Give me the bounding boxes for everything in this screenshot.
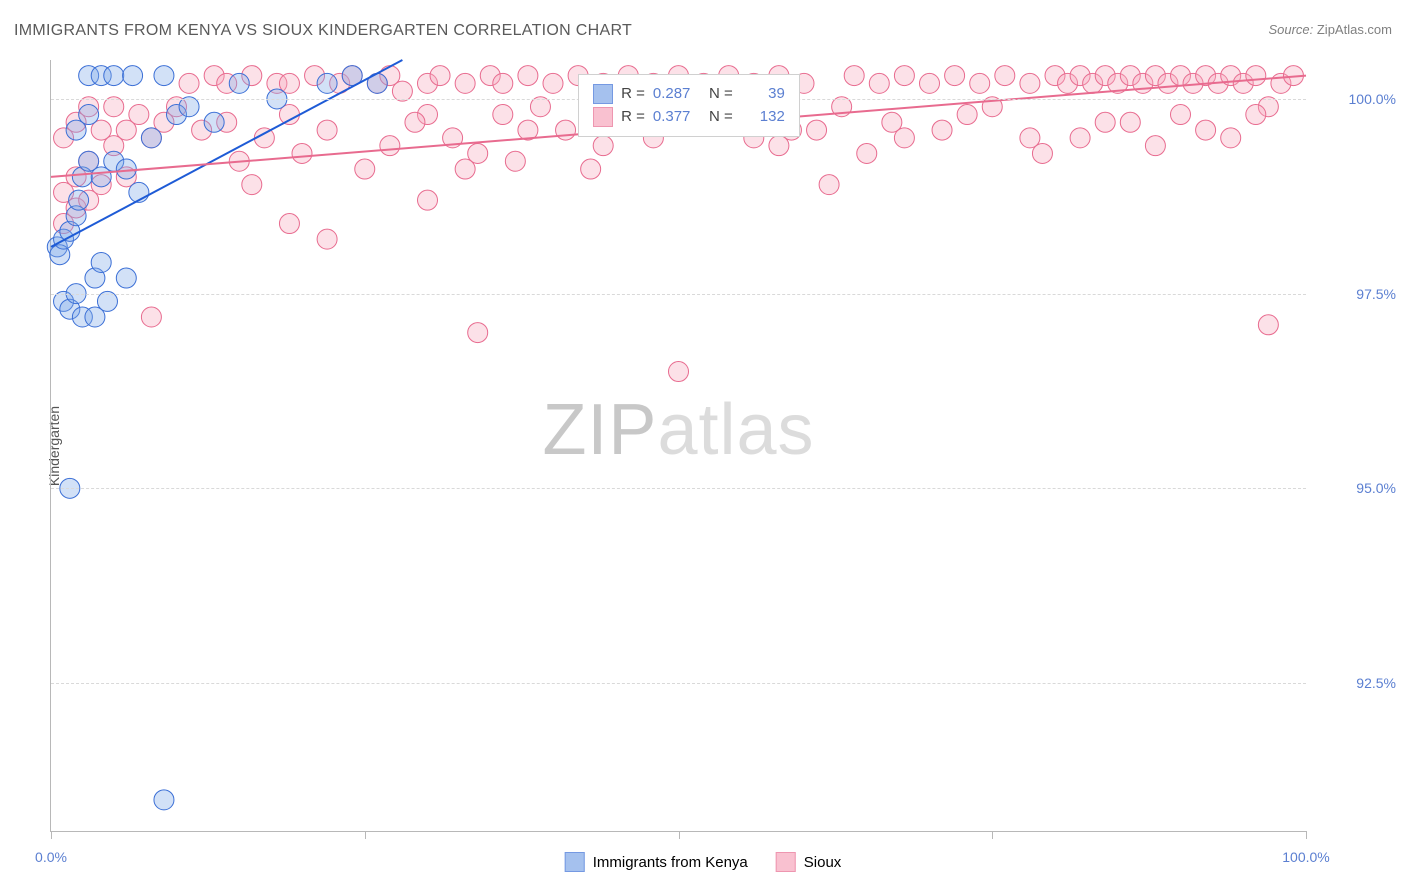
stats-n-value: 39 (741, 85, 785, 102)
xtick (992, 831, 993, 839)
stats-swatch (593, 107, 613, 127)
chart-area: ZIPatlas 92.5%95.0%97.5%100.0%0.0%100.0%… (50, 60, 1306, 832)
xtick (1306, 831, 1307, 839)
chart-title: IMMIGRANTS FROM KENYA VS SIOUX KINDERGAR… (14, 22, 632, 39)
stats-r-label: R = (621, 108, 645, 125)
xtick-label: 0.0% (35, 849, 67, 865)
gridline (51, 683, 1306, 684)
legend-label-sioux: Sioux (804, 854, 842, 871)
legend-item-kenya: Immigrants from Kenya (565, 852, 748, 872)
ytick-label: 95.0% (1316, 480, 1396, 496)
stats-r-label: R = (621, 85, 645, 102)
plot-svg (51, 60, 1306, 831)
stats-swatch (593, 84, 613, 104)
legend-item-sioux: Sioux (776, 852, 842, 872)
stats-n-label: N = (705, 85, 733, 102)
legend-swatch-kenya (565, 852, 585, 872)
bottom-legend: Immigrants from Kenya Sioux (565, 852, 842, 872)
source-value: ZipAtlas.com (1317, 22, 1392, 37)
stats-r-value: 0.377 (653, 108, 697, 125)
xtick (365, 831, 366, 839)
stats-r-value: 0.287 (653, 85, 697, 102)
stats-n-value: 132 (741, 108, 785, 125)
header: IMMIGRANTS FROM KENYA VS SIOUX KINDERGAR… (14, 22, 1392, 46)
source-label: Source: (1268, 22, 1316, 37)
ytick-label: 97.5% (1316, 286, 1396, 302)
stats-row: R = 0.377 N = 132 (593, 107, 785, 127)
gridline (51, 488, 1306, 489)
legend-swatch-sioux (776, 852, 796, 872)
xtick (51, 831, 52, 839)
gridline (51, 294, 1306, 295)
stats-legend: R = 0.287 N = 39 R = 0.377 N = 132 (578, 74, 800, 137)
source: Source: ZipAtlas.com (1268, 22, 1392, 37)
ytick-label: 92.5% (1316, 675, 1396, 691)
stats-n-label: N = (705, 108, 733, 125)
ytick-label: 100.0% (1316, 91, 1396, 107)
legend-label-kenya: Immigrants from Kenya (593, 854, 748, 871)
xtick (679, 831, 680, 839)
stats-row: R = 0.287 N = 39 (593, 84, 785, 104)
xtick-label: 100.0% (1282, 849, 1329, 865)
